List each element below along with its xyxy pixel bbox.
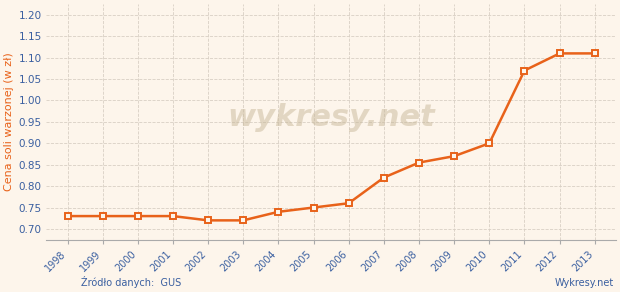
Text: Źródło danych:  GUS: Źródło danych: GUS: [81, 276, 181, 288]
Text: wykresy.net: wykresy.net: [228, 103, 435, 132]
Text: Wykresy.net: Wykresy.net: [554, 278, 614, 288]
Y-axis label: Cena soli warzonej (w zł): Cena soli warzonej (w zł): [4, 53, 14, 191]
